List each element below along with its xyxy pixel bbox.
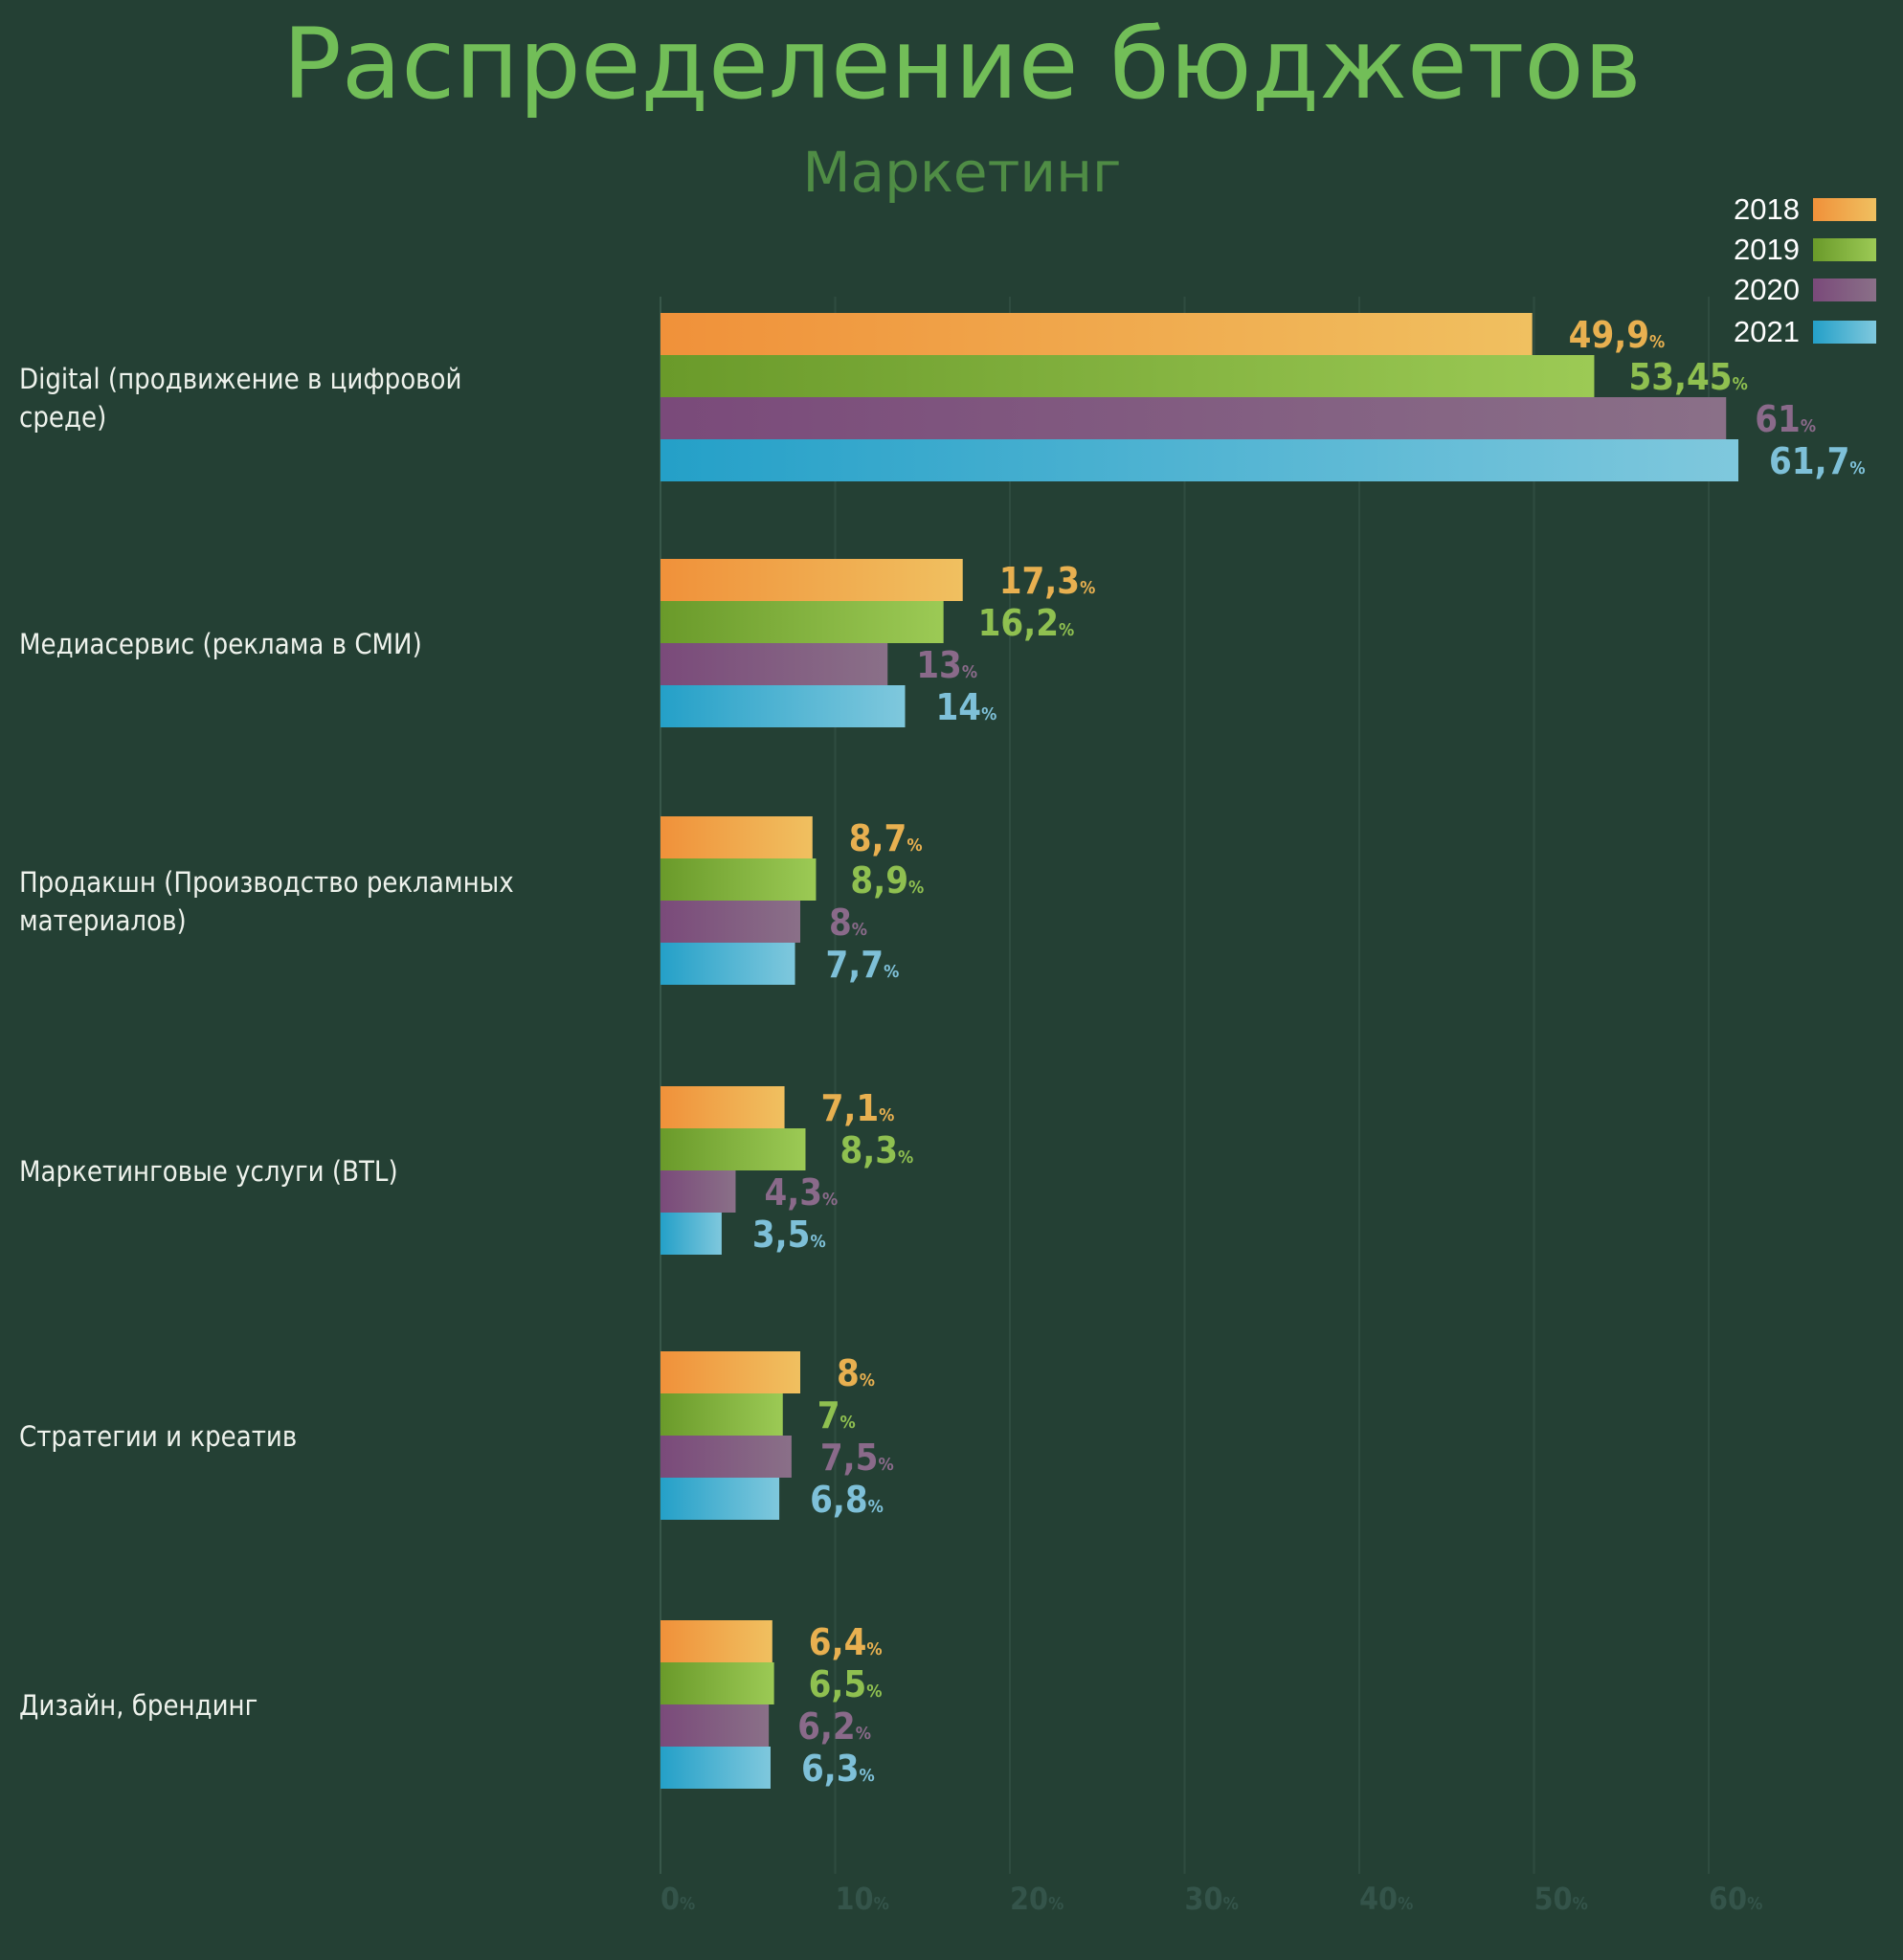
- value-label: 7,5%: [820, 1437, 894, 1479]
- x-tick-label: 30%: [1185, 1881, 1239, 1917]
- bar-2019-cat3: [660, 858, 817, 901]
- bar-2021-cat3: [660, 943, 795, 985]
- bar-2019-cat5: [660, 1393, 783, 1436]
- category-label: Digital (продвижение в цифровой: [19, 363, 461, 395]
- legend-swatch-2020: [1813, 278, 1876, 301]
- value-labels: 49,9%53,45%61%61,7%17,3%16,2%13%14%8,7%8…: [752, 314, 1866, 1790]
- x-tick-label: 40%: [1359, 1881, 1413, 1917]
- bar-2021-cat2: [660, 685, 906, 727]
- bar-2018-cat2: [660, 559, 963, 601]
- bar-2019-cat1: [660, 355, 1595, 397]
- bar-2018-cat1: [660, 313, 1533, 355]
- category-label: Продакшн (Производство рекламных: [19, 866, 514, 899]
- category-label: Медиасервис (реклама в СМИ): [19, 628, 422, 660]
- bar-2019-cat6: [660, 1662, 774, 1704]
- bar-2018-cat5: [660, 1351, 800, 1393]
- value-label: 17,3%: [999, 560, 1096, 602]
- bar-2020-cat1: [660, 397, 1727, 439]
- bar-2018-cat3: [660, 816, 813, 858]
- bar-2021-cat6: [660, 1747, 771, 1789]
- x-axis-ticks: 0% 10% 20% 30% 40% 50% 60%: [660, 1881, 1762, 1917]
- value-label: 53,45%: [1628, 356, 1747, 398]
- x-tick-label: 20%: [1010, 1881, 1063, 1917]
- value-label: 4,3%: [764, 1171, 838, 1214]
- category-label: среде): [19, 401, 106, 434]
- bar-2021-cat5: [660, 1478, 780, 1520]
- chart-subtitle: Маркетинг: [803, 140, 1122, 205]
- value-label: 13%: [916, 644, 977, 686]
- value-label: 61%: [1755, 398, 1816, 440]
- category-label: Дизайн, брендинг: [19, 1689, 257, 1722]
- legend: 2018 2019 2020 2021: [1734, 192, 1876, 348]
- bar-2018-cat4: [660, 1086, 785, 1128]
- bar-2021-cat4: [660, 1213, 722, 1255]
- legend-label-2018: 2018: [1734, 192, 1800, 226]
- x-tick-label: 0%: [660, 1881, 695, 1917]
- category-label: материалов): [19, 904, 187, 937]
- bar-2020-cat3: [660, 901, 800, 943]
- value-label: 3,5%: [752, 1214, 826, 1256]
- value-label: 6,4%: [809, 1621, 883, 1663]
- legend-swatch-2021: [1813, 321, 1876, 344]
- value-label: 16,2%: [978, 602, 1075, 644]
- legend-swatch-2019: [1813, 238, 1876, 261]
- value-label: 14%: [936, 686, 997, 728]
- bar-2021-cat1: [660, 439, 1739, 481]
- value-label: 8,3%: [840, 1129, 913, 1171]
- legend-swatch-2018: [1813, 198, 1876, 221]
- value-label: 6,3%: [801, 1748, 875, 1790]
- bar-2019-cat2: [660, 601, 944, 643]
- chart-title: Распределение бюджетов: [282, 8, 1642, 122]
- value-label: 7%: [817, 1394, 856, 1437]
- bar-2019-cat4: [660, 1128, 806, 1170]
- value-label: 49,9%: [1569, 314, 1666, 356]
- x-tick-label: 50%: [1534, 1881, 1588, 1917]
- bar-2020-cat2: [660, 643, 888, 685]
- value-label: 7,7%: [826, 944, 900, 986]
- value-label: 8,9%: [850, 859, 924, 902]
- category-label: Маркетинговые услуги (BTL): [19, 1155, 398, 1188]
- legend-label-2021: 2021: [1734, 315, 1800, 348]
- x-tick-label: 60%: [1709, 1881, 1762, 1917]
- value-label: 7,1%: [821, 1087, 895, 1129]
- value-label: 6,2%: [797, 1705, 871, 1748]
- value-label: 61,7%: [1769, 440, 1866, 482]
- category-labels: Digital (продвижение в цифровой среде) Мед…: [19, 363, 514, 1722]
- value-label: 6,8%: [810, 1479, 884, 1521]
- category-label: Стратегии и креатив: [19, 1420, 297, 1453]
- value-label: 8,7%: [849, 817, 923, 859]
- bar-2018-cat6: [660, 1620, 772, 1662]
- legend-label-2019: 2019: [1734, 233, 1800, 266]
- value-label: 6,5%: [809, 1663, 883, 1705]
- legend-label-2020: 2020: [1734, 273, 1800, 306]
- value-label: 8%: [837, 1352, 875, 1394]
- bar-2020-cat4: [660, 1170, 736, 1213]
- bars: [660, 313, 1739, 1789]
- value-label: 8%: [829, 902, 867, 944]
- bar-2020-cat6: [660, 1704, 770, 1747]
- x-tick-label: 10%: [836, 1881, 889, 1917]
- bar-2020-cat5: [660, 1436, 792, 1478]
